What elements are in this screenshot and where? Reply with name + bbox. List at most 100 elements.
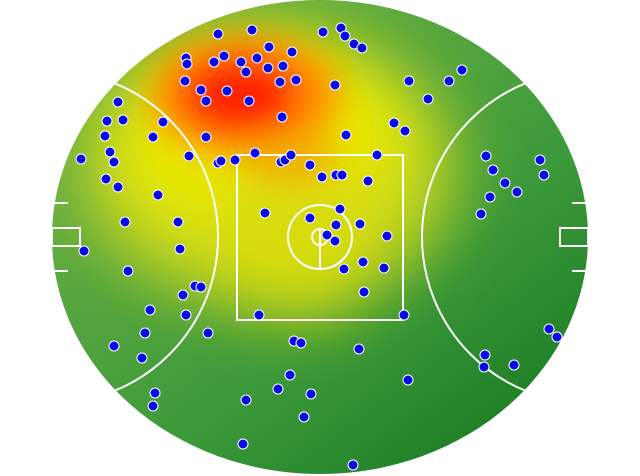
- point: [508, 359, 520, 371]
- point: [347, 459, 359, 471]
- point: [339, 30, 351, 42]
- point: [229, 154, 241, 166]
- point: [456, 64, 468, 76]
- points: [75, 22, 563, 471]
- point: [277, 60, 289, 72]
- point: [200, 95, 212, 107]
- point: [235, 56, 247, 68]
- point: [147, 400, 159, 412]
- point: [263, 41, 275, 53]
- point: [304, 159, 316, 171]
- point: [237, 438, 249, 450]
- point: [484, 191, 496, 203]
- point: [422, 93, 434, 105]
- point: [316, 171, 328, 183]
- point: [330, 219, 342, 231]
- point: [240, 394, 252, 406]
- point: [179, 75, 191, 87]
- point: [340, 129, 352, 141]
- point: [181, 58, 193, 70]
- point: [246, 24, 258, 36]
- point: [290, 74, 302, 86]
- point: [353, 343, 365, 355]
- point: [362, 175, 374, 187]
- point: [108, 156, 120, 168]
- point: [403, 75, 415, 87]
- point: [398, 309, 410, 321]
- point: [122, 265, 134, 277]
- point: [378, 262, 390, 274]
- point: [475, 208, 487, 220]
- point: [157, 116, 169, 128]
- point: [139, 327, 151, 339]
- point: [399, 125, 411, 137]
- point: [253, 309, 265, 321]
- point: [101, 115, 113, 127]
- point: [305, 388, 317, 400]
- point: [358, 286, 370, 298]
- point: [334, 203, 346, 215]
- point: [249, 147, 261, 159]
- point: [538, 169, 550, 181]
- point: [99, 130, 111, 142]
- point: [354, 218, 366, 230]
- point: [119, 216, 131, 228]
- point: [274, 76, 286, 88]
- point: [356, 42, 368, 54]
- point: [215, 155, 227, 167]
- point: [112, 96, 124, 108]
- point: [251, 52, 263, 64]
- point: [78, 245, 90, 257]
- point: [104, 146, 116, 158]
- point: [218, 50, 230, 62]
- point: [180, 309, 192, 321]
- point: [174, 243, 186, 255]
- point: [259, 207, 271, 219]
- point: [388, 117, 400, 129]
- point: [321, 229, 333, 241]
- point: [338, 263, 350, 275]
- point: [381, 230, 393, 242]
- point: [243, 95, 255, 107]
- point: [112, 181, 124, 193]
- point: [200, 131, 212, 143]
- point: [183, 150, 195, 162]
- point: [172, 216, 184, 228]
- point: [195, 84, 207, 96]
- point: [221, 85, 233, 97]
- point: [177, 289, 189, 301]
- point: [295, 337, 307, 349]
- point: [152, 189, 164, 201]
- point: [551, 331, 563, 343]
- point: [304, 212, 316, 224]
- point: [487, 164, 499, 176]
- point: [511, 186, 523, 198]
- point: [147, 131, 159, 143]
- point: [272, 383, 284, 395]
- point: [357, 256, 369, 268]
- point: [534, 154, 546, 166]
- point: [286, 46, 298, 58]
- point: [149, 387, 161, 399]
- point: [329, 235, 341, 247]
- point: [262, 62, 274, 74]
- point: [100, 173, 112, 185]
- point: [195, 281, 207, 293]
- point: [298, 411, 310, 423]
- point: [117, 114, 129, 126]
- point: [208, 56, 220, 68]
- point: [240, 66, 252, 78]
- point: [479, 349, 491, 361]
- point: [276, 111, 288, 123]
- point: [443, 75, 455, 87]
- point: [543, 323, 555, 335]
- point: [285, 149, 297, 161]
- point: [336, 169, 348, 181]
- point: [136, 352, 148, 364]
- point: [480, 150, 492, 162]
- point: [499, 177, 511, 189]
- point: [371, 149, 383, 161]
- point: [202, 327, 214, 339]
